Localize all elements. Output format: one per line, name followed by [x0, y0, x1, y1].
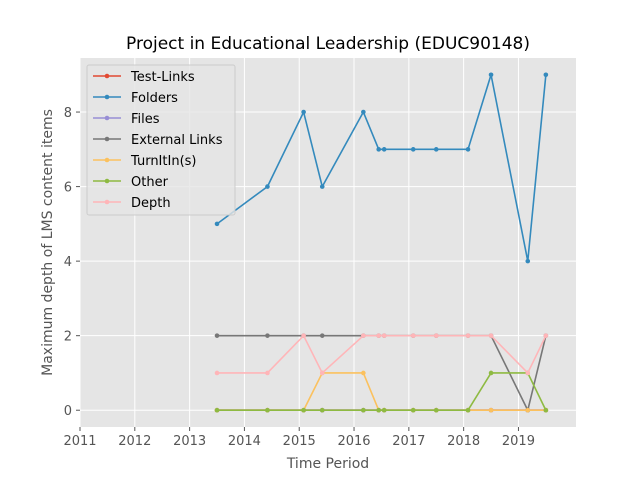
data-point [488, 72, 494, 78]
legend-label: TurnItIn(s) [130, 154, 196, 169]
chart-title: Project in Educational Leadership (EDUC9… [126, 34, 530, 54]
data-point [488, 370, 494, 376]
x-tick-label: 2012 [118, 434, 151, 449]
data-point [543, 407, 549, 413]
y-tick-label: 6 [64, 181, 72, 196]
legend: Test-Links Folders Files External Links Turn… [86, 64, 236, 216]
data-point [376, 333, 381, 338]
data-point [361, 407, 366, 413]
data-point [319, 407, 325, 413]
data-point [376, 147, 381, 152]
legend-label: Depth [131, 196, 171, 211]
data-point [410, 333, 416, 338]
series-lines [214, 72, 549, 413]
data-point [410, 147, 416, 152]
data-point [319, 184, 325, 189]
series-other [214, 370, 549, 413]
data-point [465, 407, 471, 413]
data-point [361, 370, 366, 376]
legend-marker [104, 115, 110, 121]
legend-marker [104, 157, 110, 163]
x-axis-title: Time Period [286, 456, 369, 472]
y-axis-title: Maximum depth of LMS content items [40, 109, 56, 376]
series-depth [214, 333, 549, 376]
legend-marker [104, 94, 110, 100]
x-tick-label: 2016 [337, 434, 370, 449]
data-point [488, 333, 494, 338]
y-tick-label: 8 [64, 106, 72, 121]
data-point [214, 407, 220, 413]
data-point [301, 333, 306, 338]
x-tick-labels: 2011 2012 2013 2014 2015 2016 2017 2018 2019 [63, 427, 535, 449]
y-tick-label: 2 [64, 330, 72, 345]
x-tick-label: 2011 [63, 434, 96, 449]
legend-label: Files [131, 112, 160, 127]
data-point [301, 109, 306, 115]
data-point [214, 333, 220, 338]
legend-label: External Links [131, 133, 223, 148]
x-tick-label: 2017 [392, 434, 425, 449]
data-point [381, 407, 387, 413]
data-point [525, 370, 531, 376]
data-point [433, 333, 439, 338]
series-folders [214, 72, 549, 264]
x-tick-label: 2014 [228, 434, 261, 449]
x-tick-label: 2013 [173, 434, 206, 449]
legend-marker [104, 178, 110, 184]
data-point [525, 258, 531, 264]
data-point [265, 333, 270, 338]
legend-label: Other [131, 175, 169, 190]
data-point [381, 147, 387, 152]
data-point [465, 333, 471, 338]
legend-marker [104, 73, 110, 79]
data-point [376, 407, 381, 413]
data-point [319, 370, 325, 376]
data-point [433, 407, 439, 413]
x-tick-label: 2018 [447, 434, 480, 449]
data-point [319, 333, 325, 338]
data-point [381, 333, 387, 338]
data-point [433, 147, 439, 152]
data-point [301, 407, 306, 413]
data-point [465, 147, 471, 152]
legend-marker [104, 199, 110, 205]
data-point [525, 407, 531, 413]
data-point [488, 407, 494, 413]
x-tick-label: 2019 [502, 434, 535, 449]
data-point [214, 370, 220, 376]
data-point [543, 72, 549, 78]
y-tick-labels: 0 2 4 6 8 [64, 106, 80, 419]
data-point [265, 184, 270, 189]
y-tick-label: 0 [64, 404, 72, 419]
data-point [265, 407, 270, 413]
x-tick-label: 2015 [283, 434, 316, 449]
data-point [361, 109, 366, 115]
y-tick-label: 4 [64, 255, 72, 270]
legend-label: Test-Links [130, 70, 195, 85]
data-point [361, 333, 366, 338]
data-point [265, 370, 270, 376]
data-point [410, 407, 416, 413]
legend-marker [104, 136, 110, 142]
data-point [543, 333, 549, 338]
legend-box [86, 64, 236, 216]
legend-label: Folders [131, 91, 178, 106]
data-point [214, 221, 220, 227]
